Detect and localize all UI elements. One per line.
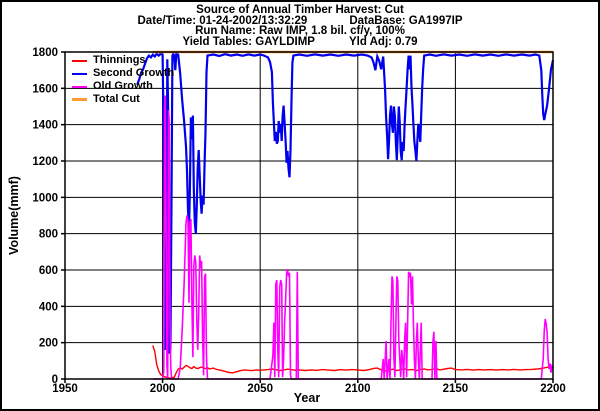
series-line-thinnings bbox=[152, 345, 554, 379]
run-name-label: Run Name: Raw IMP, 1.8 bil. cf/y, 100% bbox=[195, 25, 405, 37]
y-tick-label: 600 bbox=[39, 265, 58, 277]
x-tick-label: 2100 bbox=[345, 383, 371, 395]
y-tick-label: 1400 bbox=[32, 120, 58, 132]
legend-swatch bbox=[72, 85, 87, 88]
legend-label: Old Growth bbox=[93, 80, 153, 92]
legend: Thinnings Second Growth Old Growth Total Cu… bbox=[72, 54, 174, 106]
y-tick-label: 400 bbox=[39, 301, 58, 313]
y-tick-label: 0 bbox=[52, 374, 58, 386]
yield-tables-label: Yield Tables: GAYLDIMP bbox=[182, 35, 315, 48]
x-tick-label: 2150 bbox=[443, 383, 469, 395]
y-tick-label: 200 bbox=[39, 338, 58, 350]
x-tick-label: 2050 bbox=[247, 383, 273, 395]
legend-item-old-growth: Old Growth bbox=[72, 80, 174, 93]
legend-label: Thinnings bbox=[93, 54, 146, 66]
series-line-old-growth bbox=[152, 95, 554, 380]
x-tick-label: 2200 bbox=[540, 383, 566, 395]
series-line-second-growth bbox=[136, 51, 555, 354]
yld-adj-label: Yld Adj: 0.79 bbox=[348, 35, 418, 48]
legend-item-thinnings: Thinnings bbox=[72, 54, 174, 67]
database-label: DataBase: GA1997IP bbox=[349, 14, 463, 27]
x-tick-label: 2000 bbox=[150, 383, 176, 395]
y-tick-label: 1200 bbox=[32, 156, 58, 168]
y-tick-label: 800 bbox=[39, 229, 58, 241]
plot-frame bbox=[64, 51, 554, 380]
chart-title: Source of Annual Timber Harvest: Cut bbox=[196, 4, 404, 16]
legend-swatch bbox=[72, 98, 87, 101]
x-axis-label: Year bbox=[293, 391, 321, 405]
header-line-2: Date/Time: 01-24-2002/13:32:29 DataBase: … bbox=[2, 14, 598, 27]
legend-swatch bbox=[72, 59, 87, 62]
legend-label: Total Cut bbox=[93, 93, 140, 105]
date-time-label: Date/Time: 01-24-2002/13:32:29 bbox=[137, 14, 308, 27]
chart-header: Source of Annual Timber Harvest: Cut Dat… bbox=[2, 5, 598, 47]
legend-item-total-cut: Total Cut bbox=[72, 93, 174, 106]
y-tick-label: 1800 bbox=[32, 47, 58, 59]
y-tick-label: 1600 bbox=[32, 83, 58, 95]
header-line-4: Yield Tables: GAYLDIMP Yld Adj: 0.79 bbox=[2, 35, 598, 48]
x-tick-label: 1950 bbox=[52, 383, 78, 395]
legend-swatch bbox=[72, 72, 87, 75]
legend-label: Second Growth bbox=[93, 67, 175, 79]
y-axis-label: Volume(mmf) bbox=[7, 176, 21, 255]
legend-item-second-growth: Second Growth bbox=[72, 67, 174, 80]
y-tick-label: 1000 bbox=[32, 192, 58, 204]
